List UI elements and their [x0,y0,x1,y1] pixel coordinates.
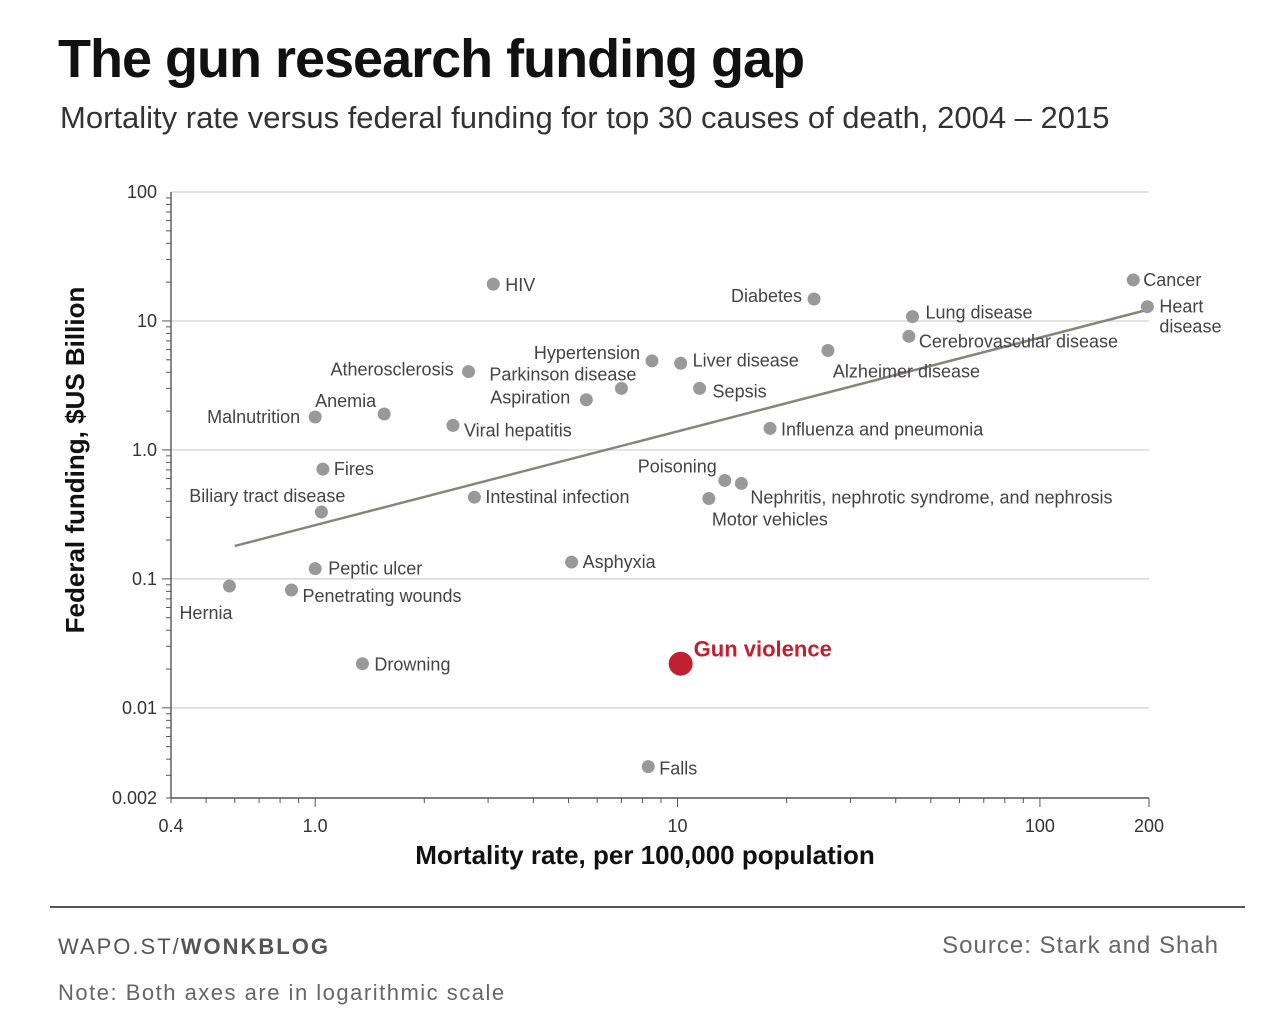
point-aspiration [579,393,593,407]
point-hypertension [645,354,659,368]
point-atherosclerosis [462,365,476,379]
label-influenza-and-pneumonia: Influenza and pneumonia [781,419,984,439]
label-lung-disease: Lung disease [925,303,1032,323]
y-axis-title: Federal funding, $US Billion [60,287,90,634]
label-asphyxia: Asphyxia [583,552,657,572]
label-fires: Fires [334,459,374,479]
label-atherosclerosis: Atherosclerosis [331,360,454,380]
label-penetrating-wounds: Penetrating wounds [302,586,461,606]
point-nephritis-nephrotic-syndrome-and-nephrosis [734,476,748,490]
y-tick-label: 0.002 [112,788,157,808]
point-viral-hepatitis [446,418,460,432]
y-tick-label: 10 [137,311,157,331]
label-drowning: Drowning [374,655,450,675]
trend-line [234,308,1150,548]
y-tick-label: 100 [127,182,157,202]
label-anemia: Anemia [315,391,377,411]
point-gun-violence [668,651,693,676]
label-peptic-ulcer: Peptic ulcer [328,559,422,579]
credit-prefix: WAPO.ST/ [58,934,181,959]
y-tick-label: 1.0 [132,440,157,460]
label-diabetes: Diabetes [731,286,802,306]
x-tick-label: 0.4 [158,816,183,836]
point-alzheimer-disease [821,344,835,358]
label-gun-violence: Gun violence [694,637,832,662]
label-liver-disease: Liver disease [693,350,799,370]
point-asphyxia [565,555,579,569]
point-peptic-ulcer [308,562,322,576]
label-sepsis: Sepsis [713,381,767,401]
point-poisoning [718,473,732,487]
x-tick-label: 10 [668,816,688,836]
label-poisoning: Poisoning [638,456,717,476]
label-biliary-tract-disease: Biliary tract disease [189,486,345,506]
label-hernia: Hernia [179,603,233,623]
point-influenza-and-pneumonia [763,421,777,435]
point-malnutrition [308,410,322,424]
label-hiv: HIV [505,275,535,295]
x-tick-label: 200 [1134,816,1164,836]
point-intestinal-infection [467,490,481,504]
footer-divider [50,906,1245,908]
label-aspiration: Aspiration [490,388,570,408]
x-axis-title: Mortality rate, per 100,000 population [415,840,874,870]
label-malnutrition: Malnutrition [207,407,300,427]
chart-title: The gun research funding gap [58,29,805,89]
point-penetrating-wounds [284,583,298,597]
label-motor-vehicles: Motor vehicles [712,510,828,530]
point-hernia [222,579,236,593]
point-cancer [1126,273,1140,287]
credit: WAPO.ST/WONKBLOG [58,934,330,960]
label-parkinson-disease: Parkinson disease [489,364,636,384]
point-motor-vehicles [702,492,716,506]
point-heart-disease [1140,300,1154,314]
point-drowning [355,657,369,671]
point-cerebrovascular-disease [902,329,916,343]
y-tick-label: 0.1 [132,569,157,589]
point-hiv [486,277,500,291]
label-viral-hepatitis: Viral hepatitis [464,420,572,440]
label-hypertension: Hypertension [534,343,640,363]
label-heart-disease: Heart disease [1159,297,1221,337]
point-liver-disease [674,356,688,370]
label-alzheimer-disease: Alzheimer disease [833,362,980,382]
point-falls [641,760,655,774]
chart-subtitle: Mortality rate versus federal funding fo… [60,100,1110,135]
x-tick-label: 100 [1025,816,1055,836]
label-falls: Falls [659,759,697,779]
label-cerebrovascular-disease: Cerebrovascular disease [919,331,1118,351]
y-tick-label: 0.01 [122,698,157,718]
point-fires [316,462,330,476]
point-lung-disease [905,310,919,324]
point-sepsis [693,381,707,395]
point-biliary-tract-disease [314,505,328,519]
point-parkinson-disease [614,381,628,395]
scale-note: Note: Both axes are in logarithmic scale [58,980,506,1005]
point-diabetes [807,292,821,306]
credit-brand: WONKBLOG [180,934,330,959]
label-cancer: Cancer [1143,270,1201,290]
point-anemia [377,407,391,421]
label-intestinal-infection: Intestinal infection [485,487,629,507]
x-tick-label: 1.0 [303,816,328,836]
label-nephritis-nephrotic-syndrome-and-nephrosis: Nephritis, nephrotic syndrome, and nephr… [750,487,1112,507]
source-note: Source: Stark and Shah [942,932,1219,959]
